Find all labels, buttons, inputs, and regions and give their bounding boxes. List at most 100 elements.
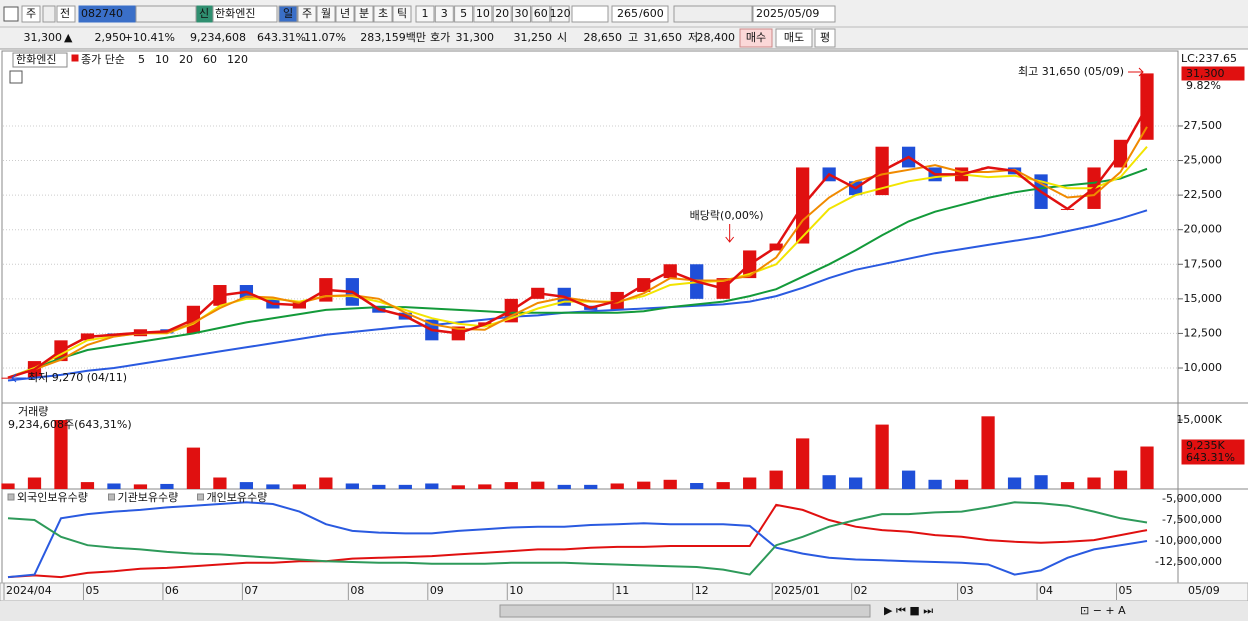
last-volume-box (1181, 439, 1245, 465)
period-button[interactable] (335, 5, 355, 23)
interval-button[interactable] (415, 5, 435, 23)
legend-swatch (108, 493, 115, 501)
buy[interactable]: 매수 (746, 31, 766, 44)
volume-bar (292, 484, 306, 489)
dropdown[interactable] (571, 5, 609, 23)
last-date: 05/09 (1188, 584, 1220, 597)
period-button[interactable] (373, 5, 393, 23)
period[interactable]: 월 (321, 7, 331, 20)
x-tick-label: 06 (165, 584, 179, 597)
volume-bar (849, 477, 863, 489)
avg-button[interactable] (814, 28, 836, 48)
volume-bar (928, 479, 942, 489)
volume-bar (1060, 482, 1075, 489)
interval[interactable]: 60 (534, 7, 548, 20)
period-button[interactable] (297, 5, 317, 23)
quote-high-label: 고 (628, 31, 638, 44)
x-tick-label: 12 (695, 584, 709, 597)
icon[interactable] (3, 6, 19, 22)
interval[interactable]: 5 (460, 7, 467, 20)
date-box[interactable] (752, 5, 836, 23)
volume-bar (1007, 477, 1022, 489)
period-button[interactable] (354, 5, 374, 23)
quote-amount: 283,159백만 (360, 31, 426, 44)
quote-rate: +10.41% (124, 31, 175, 44)
interval-button[interactable] (434, 5, 454, 23)
avg[interactable]: 평 (820, 31, 830, 44)
period-button[interactable] (392, 5, 412, 23)
quote-low: 28,400 (697, 31, 736, 44)
quote-arrow: ▲ (64, 31, 73, 44)
interval[interactable]: 1 (422, 7, 429, 20)
button[interactable] (56, 5, 76, 23)
dropdown[interactable] (21, 5, 41, 23)
market[interactable]: 주 (26, 7, 36, 20)
x-tick-label: 07 (244, 584, 258, 597)
legend-entry: 120 (227, 53, 248, 66)
interval[interactable]: 120 (550, 7, 571, 20)
tool-icons[interactable] (673, 5, 753, 23)
date[interactable]: 2025/05/09 (756, 7, 819, 20)
x-tick-label: 11 (615, 584, 629, 597)
interval[interactable]: 3 (441, 7, 448, 20)
y-tick-label: 22,500 (1184, 188, 1223, 201)
volume-bar (1087, 477, 1101, 489)
volume-bar (637, 481, 651, 489)
x-tick-label: 08 (350, 584, 364, 597)
period[interactable]: 틱 (397, 7, 407, 20)
quote-high: 31,650 (644, 31, 683, 44)
quote-bid: 31,250 (514, 31, 553, 44)
interval-button[interactable] (492, 5, 512, 23)
interval[interactable]: 10 (476, 7, 490, 20)
quote-volume: 9,234,608 (190, 31, 246, 44)
y-tick-label: 20,000 (1184, 223, 1223, 236)
dropdown-arrow[interactable] (42, 5, 56, 23)
interval-button[interactable] (473, 5, 493, 23)
code[interactable]: 082740 (81, 7, 123, 20)
quote-bid-label: 호가 (430, 31, 450, 44)
y-tick-label: 15,000K (1176, 413, 1222, 426)
credit: 신 (199, 7, 209, 20)
scroll-btn[interactable]: ▶ ⏮ ■ ⏭ (884, 604, 933, 617)
quote-price: 31,300 (24, 31, 63, 44)
sell[interactable]: 매도 (784, 31, 804, 44)
last-rate: 9.82% (1186, 79, 1221, 92)
candle (1, 377, 15, 379)
volume-bar (584, 484, 598, 489)
icon[interactable] (9, 70, 23, 84)
x-tick-label: 2025/01 (774, 584, 820, 597)
buy-button[interactable] (739, 28, 773, 48)
interval-button[interactable] (512, 5, 531, 23)
quote-turnover: 11.07% (304, 31, 346, 44)
prev-button[interactable]: 전 (60, 7, 70, 20)
period[interactable]: 주 (302, 7, 312, 20)
period[interactable]: 분 (359, 7, 369, 20)
x-tick-label: 05 (1119, 584, 1133, 597)
period[interactable]: 초 (378, 7, 388, 20)
x-tick-label: 10 (509, 584, 523, 597)
period[interactable]: 일 (283, 6, 293, 20)
y-tick-label: -7,500,000 (1162, 513, 1222, 526)
volume-bar (822, 475, 836, 489)
interval-button[interactable] (531, 5, 551, 23)
tool-icons[interactable] (135, 5, 197, 23)
sell-button[interactable] (775, 28, 813, 48)
zoom-btn[interactable]: ⊡ − + A (1080, 604, 1126, 617)
code-input[interactable] (78, 5, 136, 23)
volume-subtitle: 9,234,608주(643,31%) (8, 418, 132, 431)
scroll-thumb[interactable] (499, 604, 871, 618)
count-box (611, 5, 669, 23)
count-max: /600 (639, 7, 664, 20)
period-button[interactable] (316, 5, 336, 23)
low-annotation: 최저 9,270 (04/11) (28, 371, 127, 384)
interval-button[interactable] (550, 5, 570, 23)
y-tick-label: 27,500 (1184, 119, 1223, 132)
period[interactable]: 년 (340, 7, 350, 20)
low-arrow (11, 373, 26, 383)
interval-button[interactable] (454, 5, 474, 23)
interval[interactable]: 30 (515, 7, 529, 20)
volume-bar (901, 470, 916, 489)
interval[interactable]: 20 (495, 7, 509, 20)
period-button[interactable] (278, 5, 298, 23)
series-line (7, 503, 1148, 579)
